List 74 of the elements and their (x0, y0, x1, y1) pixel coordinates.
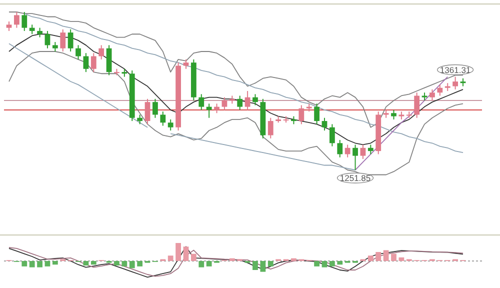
candlestick (60, 28, 66, 52)
bar (122, 261, 128, 266)
candlestick (160, 111, 166, 126)
candlestick (90, 52, 96, 73)
bar (291, 258, 296, 261)
bar (44, 261, 50, 266)
candlestick (83, 52, 89, 73)
candlestick (22, 12, 28, 32)
bar (252, 261, 258, 270)
bar (314, 261, 320, 266)
bar (22, 261, 28, 266)
candlestick (337, 139, 343, 158)
candlestick (244, 90, 250, 110)
bar (52, 261, 58, 265)
bar (229, 258, 235, 261)
candlestick (360, 144, 366, 160)
bar (322, 261, 328, 268)
candlestick (68, 28, 74, 52)
bar (183, 246, 189, 261)
bar (368, 256, 374, 261)
candlestick (237, 95, 243, 110)
bar (137, 261, 143, 266)
bar (198, 261, 204, 268)
candlestick (76, 44, 81, 60)
candlestick (198, 94, 204, 110)
candlestick (268, 117, 274, 139)
candlestick (252, 94, 258, 106)
bar (83, 261, 89, 266)
candlestick (314, 103, 320, 125)
bar (260, 261, 266, 272)
bar (337, 261, 343, 265)
bar (383, 250, 389, 261)
candlestick (152, 98, 158, 118)
candlestick (29, 24, 35, 35)
candlestick (329, 124, 335, 147)
candlestick (344, 144, 350, 158)
bar (37, 261, 42, 268)
candlestick (414, 92, 420, 118)
candlestick (44, 30, 50, 49)
bar (129, 261, 135, 268)
candlestick (206, 103, 212, 118)
bar (398, 257, 404, 261)
candlestick (137, 114, 143, 125)
bar (376, 252, 382, 261)
candlestick (214, 103, 220, 114)
candlestick (430, 88, 435, 101)
candlestick (106, 44, 112, 76)
bar (190, 254, 196, 261)
candlestick (14, 12, 20, 28)
candlestick (222, 96, 228, 110)
bar (206, 261, 212, 266)
bar (29, 261, 35, 268)
candlestick (37, 27, 42, 38)
candlestick (52, 42, 58, 52)
bar (90, 261, 96, 265)
candlestick (391, 109, 396, 120)
candlestick (352, 144, 358, 170)
bar (391, 254, 396, 261)
bar (114, 261, 120, 266)
text: 1361.31 (440, 64, 471, 75)
candlestick (168, 118, 174, 131)
candlestick (368, 144, 374, 155)
bar (329, 261, 335, 266)
candlestick (298, 104, 304, 125)
bar (268, 261, 274, 266)
candlestick (6, 20, 12, 32)
candlestick (98, 44, 104, 60)
candlestick (322, 117, 328, 131)
candlestick (452, 76, 458, 90)
bar (176, 243, 181, 261)
text: 1251.85 (340, 173, 371, 183)
candlestick (437, 84, 443, 96)
bar (168, 256, 174, 261)
candlestick (144, 98, 150, 125)
